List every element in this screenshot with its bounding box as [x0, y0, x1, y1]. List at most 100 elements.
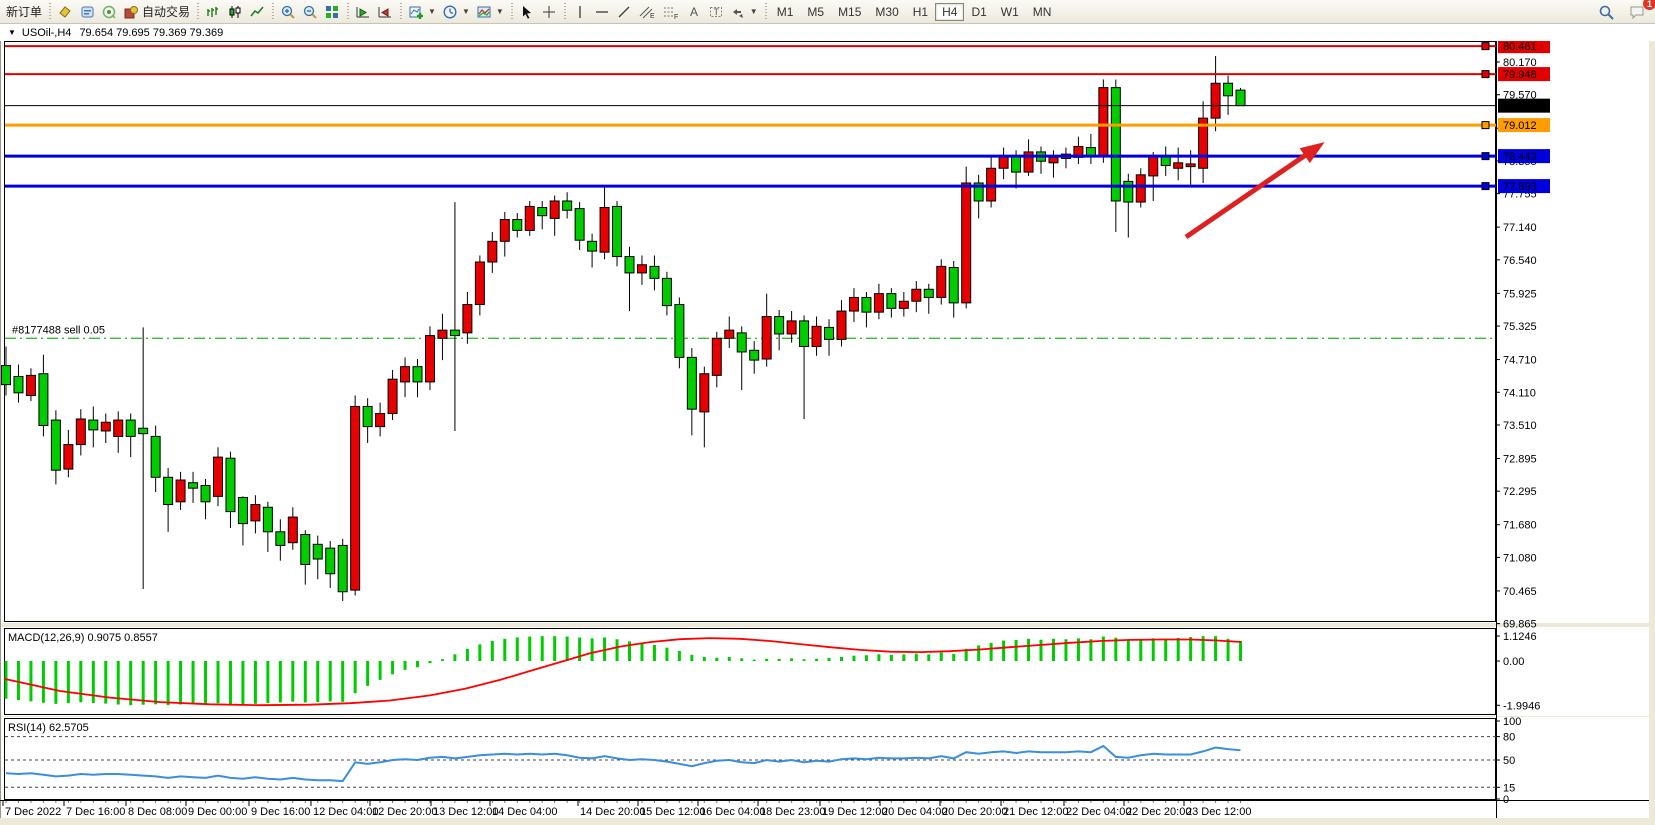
time-axis-label: 14 Dec 04:00 [492, 806, 557, 818]
candle-bearish [138, 427, 149, 435]
price-tag-label: 79.948 [1503, 69, 1537, 81]
panel-splitter[interactable] [0, 716, 1649, 717]
candle-bearish [749, 349, 760, 361]
auto-trading-button[interactable]: 自动交易 [120, 1, 193, 23]
candle-bullish [437, 329, 448, 339]
auto-scroll-button[interactable] [352, 1, 374, 23]
toolbar-separator [194, 2, 202, 21]
text-label-tool-button[interactable]: T [705, 1, 727, 23]
cursor-tool-button[interactable] [516, 1, 538, 23]
templates-icon [476, 4, 492, 20]
new-order-icon-button[interactable] [54, 1, 76, 23]
candle-bearish [150, 435, 161, 478]
candle-bearish [88, 419, 99, 431]
timeframe-button-w1[interactable]: W1 [1000, 4, 1019, 19]
new-order-button[interactable]: 新订单 [3, 1, 45, 23]
notifications-button[interactable]: 1 [1626, 0, 1655, 23]
cursor-icon [519, 4, 535, 20]
equidistant-channel-tool-button[interactable]: E [635, 1, 659, 23]
arrows-tool-button[interactable]: ▼ [727, 1, 761, 23]
candle-bullish [1185, 163, 1196, 168]
chart-profile-button[interactable] [76, 1, 98, 23]
search-button[interactable] [1595, 1, 1618, 23]
bar-chart-button[interactable] [202, 1, 224, 23]
chart-ohlc-values: 79.654 79.695 79.369 79.369 [79, 26, 224, 39]
candle-bearish [736, 332, 747, 353]
candle-bearish [973, 182, 984, 202]
price-line-handle[interactable] [1481, 121, 1490, 130]
chart-shift-button[interactable] [374, 1, 396, 23]
price-line-handle[interactable] [1481, 70, 1490, 79]
timeframe-button-h1[interactable]: H1 [912, 4, 929, 19]
horizontal-line-tool-button[interactable] [591, 1, 613, 23]
text-tool-button[interactable]: A [683, 1, 705, 23]
indicators-button[interactable]: ▼ [405, 1, 439, 23]
zoom-out-button[interactable] [299, 1, 321, 23]
price-axis-tick-label: 75.925 [1503, 288, 1537, 300]
time-axis-label: 8 Dec 08:00 [128, 806, 187, 818]
price-axis-tick-label: 71.680 [1503, 520, 1537, 532]
main-chart-panel[interactable] [4, 41, 1496, 622]
candle-bearish [512, 219, 523, 231]
indicators-icon [408, 4, 424, 20]
timeframe-button-m30[interactable]: M30 [875, 4, 899, 19]
vertical-line-tool-button[interactable] [569, 1, 591, 23]
notification-badge: 1 [1643, 0, 1655, 10]
fibonacci-tool-button[interactable]: F [659, 1, 683, 23]
macd-label: MACD(12,26,9) 0.9075 0.8557 [8, 632, 158, 644]
price-tag [1498, 149, 1550, 164]
panel-splitter[interactable] [0, 623, 1649, 627]
time-axis-label: 18 Dec 23:00 [760, 806, 825, 818]
periods-button[interactable]: ▼ [439, 1, 473, 23]
templates-button[interactable]: ▼ [473, 1, 507, 23]
macd-signal-line [3, 637, 1242, 707]
svg-text:T: T [713, 7, 719, 17]
timeframe-button-m5[interactable]: M5 [807, 4, 825, 19]
candle-bearish [125, 419, 136, 437]
fibonacci-icon: F [662, 4, 680, 20]
zoom-in-button[interactable] [277, 1, 299, 23]
line-chart-button[interactable] [246, 1, 268, 23]
tile-windows-button[interactable] [321, 1, 343, 23]
annotation-arrow-head[interactable] [1299, 142, 1325, 164]
rsi-panel[interactable] [4, 718, 1496, 800]
chevron-down-icon: ▼ [495, 7, 504, 16]
candle-bullish [424, 335, 435, 383]
rsi-label: RSI(14) 62.5705 [8, 722, 89, 734]
periods-clock-icon [442, 4, 458, 20]
toolbar-separator [344, 2, 352, 21]
rsi-line [5, 744, 1241, 783]
chevron-down-icon[interactable]: ▼ [8, 28, 16, 37]
time-axis-label: 12 Dec 04:00 [313, 806, 378, 818]
macd-axis-label: 0.00 [1503, 656, 1524, 668]
timeframe-button-d1[interactable]: D1 [971, 4, 987, 19]
candle-bearish [1, 365, 11, 386]
crosshair-tool-button[interactable] [538, 1, 560, 23]
time-axis-label: 23 Dec 12:00 [1186, 806, 1251, 818]
candle-bullish [898, 300, 909, 309]
time-axis-label: 13 Dec 12:00 [433, 806, 498, 818]
chart-shift-icon [377, 4, 393, 20]
candle-bullish [113, 419, 124, 437]
candle-bearish [587, 240, 598, 252]
timeframe-button-m15[interactable]: M15 [838, 4, 862, 19]
price-line-handle[interactable] [1481, 152, 1490, 161]
chart-title-bar: ▼ USOil-,H4 79.654 79.695 79.369 79.369 [0, 24, 1655, 41]
timeframe-button-h4[interactable]: H4 [935, 2, 965, 21]
candlestick-chart-button[interactable] [224, 1, 246, 23]
timeframe-button-m1[interactable]: M1 [776, 4, 794, 19]
annotation-arrow-line[interactable] [1184, 147, 1315, 240]
macd-panel[interactable] [4, 628, 1496, 715]
price-line-handle[interactable] [1481, 42, 1490, 51]
toolbar-separator [397, 2, 405, 21]
price-line-handle[interactable] [1481, 182, 1490, 191]
toolbar-separator [507, 2, 515, 21]
candle-bullish [936, 265, 947, 298]
time-axis-label: 22 Dec 20:00 [1126, 806, 1191, 818]
timeframe-button-mn[interactable]: MN [1032, 4, 1052, 19]
signal-button[interactable] [98, 1, 120, 23]
candle-bullish [1023, 151, 1034, 173]
trendline-tool-button[interactable] [613, 1, 635, 23]
candle-bearish [38, 373, 49, 427]
